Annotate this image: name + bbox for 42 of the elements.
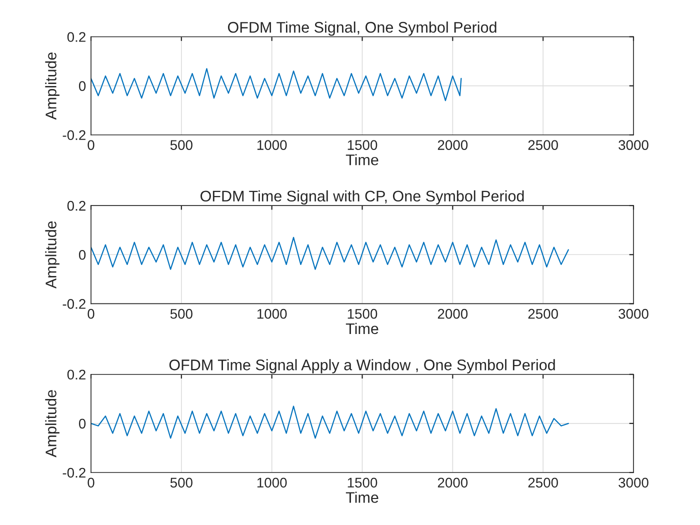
- x-tick-label: 3000: [618, 308, 648, 319]
- x-tick-label: 1000: [257, 478, 287, 488]
- y-tick-label: -0.2: [62, 299, 86, 309]
- chart-title: OFDM Time Signal, One Symbol Period: [228, 22, 496, 36]
- x-tick-label: 3000: [618, 140, 648, 150]
- y-tick-label: 0.2: [67, 32, 86, 42]
- x-tick-label: 2500: [528, 140, 558, 150]
- x-tick-label: 0: [88, 140, 94, 150]
- y-tick-label: 0: [78, 250, 86, 260]
- x-tick-label: 2000: [438, 478, 468, 488]
- x-tick-label: 500: [170, 308, 192, 319]
- x-tick-label: 0: [88, 478, 94, 488]
- chart-title: OFDM Time Signal Apply a Window , One Symbol Period: [169, 359, 555, 374]
- y-tick-label: 0: [78, 81, 86, 91]
- x-tick-label: 1500: [348, 478, 378, 488]
- x-tick-label: 1500: [348, 308, 378, 319]
- y-axis-title: Amplitude: [45, 221, 60, 289]
- x-tick-label: 3000: [618, 478, 648, 488]
- line-series: [91, 68, 462, 102]
- y-tick-label: -0.2: [62, 468, 86, 478]
- x-tick-label: 500: [170, 478, 192, 488]
- x-tick-label: 1500: [348, 140, 378, 150]
- x-tick-label: 2000: [438, 140, 468, 150]
- x-tick-label: 2500: [528, 478, 558, 488]
- x-tick-label: 500: [170, 140, 192, 150]
- x-axis-title: Time: [346, 154, 378, 166]
- chart-title: OFDM Time Signal with CP, One Symbol Period: [200, 190, 524, 205]
- x-axis-title: Time: [346, 492, 378, 503]
- x-axis-title: Time: [346, 322, 378, 334]
- x-tick-label: 0: [88, 308, 94, 319]
- y-tick-label: 0.2: [67, 370, 86, 380]
- line-series: [91, 406, 569, 439]
- y-tick-label: 0.2: [67, 200, 86, 211]
- x-tick-label: 2500: [528, 308, 558, 319]
- x-tick-label: 2000: [438, 308, 468, 319]
- y-tick-label: 0: [78, 418, 86, 429]
- line-series: [91, 236, 569, 270]
- y-axis-title: Amplitude: [45, 52, 60, 120]
- y-axis-title: Amplitude: [45, 390, 60, 458]
- x-tick-label: 1000: [257, 308, 287, 319]
- x-tick-label: 1000: [257, 140, 287, 150]
- y-tick-label: -0.2: [62, 130, 86, 140]
